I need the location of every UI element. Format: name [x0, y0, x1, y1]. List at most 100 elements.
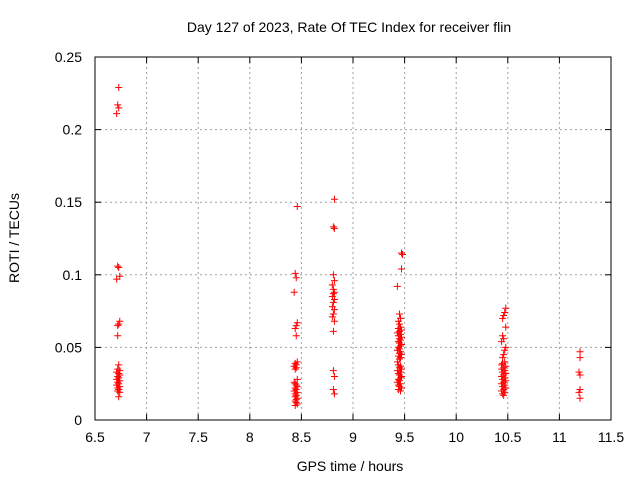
data-point: [498, 372, 506, 380]
data-point: [393, 378, 401, 386]
tick-labels: 6.5 7 7.5 8 8.5 9 9.5 10 10.5 11 11.5 0 0.05 0.1 0.15 0…: [55, 49, 625, 445]
y-tick-label: 0.05: [55, 339, 82, 355]
data-point: [329, 367, 337, 375]
data-point: [575, 368, 583, 376]
data-point: [329, 223, 337, 231]
data-point: [290, 288, 298, 296]
chart-title: Day 127 of 2023, Rate Of TEC Index for r…: [187, 19, 511, 35]
data-point: [330, 224, 338, 232]
data-point: [116, 317, 124, 325]
data-point: [395, 310, 403, 318]
data-point: [292, 274, 300, 282]
data-point: [396, 387, 404, 395]
x-tick-label: 8.5: [292, 429, 312, 445]
y-tick-label: 0: [74, 412, 82, 428]
y-tick-label: 0.2: [63, 122, 83, 138]
data-point: [292, 364, 300, 372]
data-point: [291, 401, 299, 409]
x-tick-label: 11: [552, 429, 567, 445]
data-point: [329, 298, 337, 306]
data-point: [114, 101, 122, 109]
data-point: [396, 354, 404, 362]
data-point: [500, 351, 508, 359]
x-tick-label: 8: [246, 429, 254, 445]
data-point: [293, 319, 301, 327]
data-point: [502, 304, 510, 312]
x-tick-label: 9: [349, 429, 357, 445]
data-point: [291, 365, 299, 373]
data-point: [576, 371, 584, 379]
data-point: [329, 271, 337, 279]
data-point: [398, 372, 406, 380]
data-point: [393, 358, 401, 366]
data-point: [576, 394, 584, 402]
data-point: [291, 269, 299, 277]
data-point: [115, 264, 123, 272]
data-point: [499, 314, 507, 322]
data-point: [292, 399, 300, 407]
data-point: [292, 332, 300, 340]
data-point: [116, 388, 124, 396]
data-point: [502, 343, 510, 351]
data-point: [329, 386, 337, 394]
data-point: [499, 383, 507, 391]
data-point: [115, 361, 123, 369]
data-point: [498, 387, 506, 395]
x-tick-label: 11.5: [598, 429, 624, 445]
data-point: [330, 317, 338, 325]
data-point: [500, 311, 508, 319]
data-point: [398, 365, 406, 373]
data-point: [499, 332, 507, 340]
data-point: [575, 388, 583, 396]
data-point: [393, 367, 401, 375]
data-point: [114, 322, 122, 330]
data-point: [499, 390, 507, 398]
data-point: [576, 386, 584, 394]
axis-ticks: [94, 56, 612, 421]
data-point: [502, 323, 510, 331]
data-point: [115, 83, 123, 91]
x-tick-label: 7: [143, 429, 151, 445]
data-point: [498, 365, 506, 373]
data-point: [393, 282, 401, 290]
data-point: [115, 386, 123, 394]
x-tick-label: 10: [448, 429, 464, 445]
x-axis-label: GPS time / hours: [297, 458, 404, 474]
data-point: [330, 390, 338, 398]
data-point: [115, 320, 123, 328]
data-point: [394, 325, 402, 333]
x-tick-label: 7.5: [188, 429, 208, 445]
data-point: [398, 384, 406, 392]
data-point: [398, 351, 406, 359]
data-point: [328, 313, 336, 321]
data-point: [330, 195, 338, 203]
data-points: [113, 83, 584, 409]
x-tick-label: 10.5: [494, 429, 521, 445]
data-point: [501, 309, 509, 317]
y-tick-label: 0.15: [55, 194, 82, 210]
data-point: [501, 346, 509, 354]
grid: [95, 57, 611, 420]
data-point: [114, 262, 122, 270]
data-point: [576, 354, 584, 362]
data-point: [500, 391, 508, 399]
data-point: [394, 317, 402, 325]
data-point: [393, 329, 401, 337]
data-point: [499, 359, 507, 367]
data-point: [398, 265, 406, 273]
x-tick-label: 6.5: [85, 429, 105, 445]
data-point: [290, 387, 298, 395]
data-point: [330, 288, 338, 296]
y-axis-label: ROTI / TECUs: [6, 193, 22, 283]
data-point: [398, 249, 406, 257]
data-point: [292, 322, 300, 330]
data-point: [398, 340, 406, 348]
data-point: [498, 338, 506, 346]
data-point: [330, 306, 338, 314]
data-point: [329, 290, 337, 298]
data-point: [116, 272, 124, 280]
data-point: [328, 281, 336, 289]
data-point: [114, 332, 122, 340]
data-point: [399, 250, 407, 258]
